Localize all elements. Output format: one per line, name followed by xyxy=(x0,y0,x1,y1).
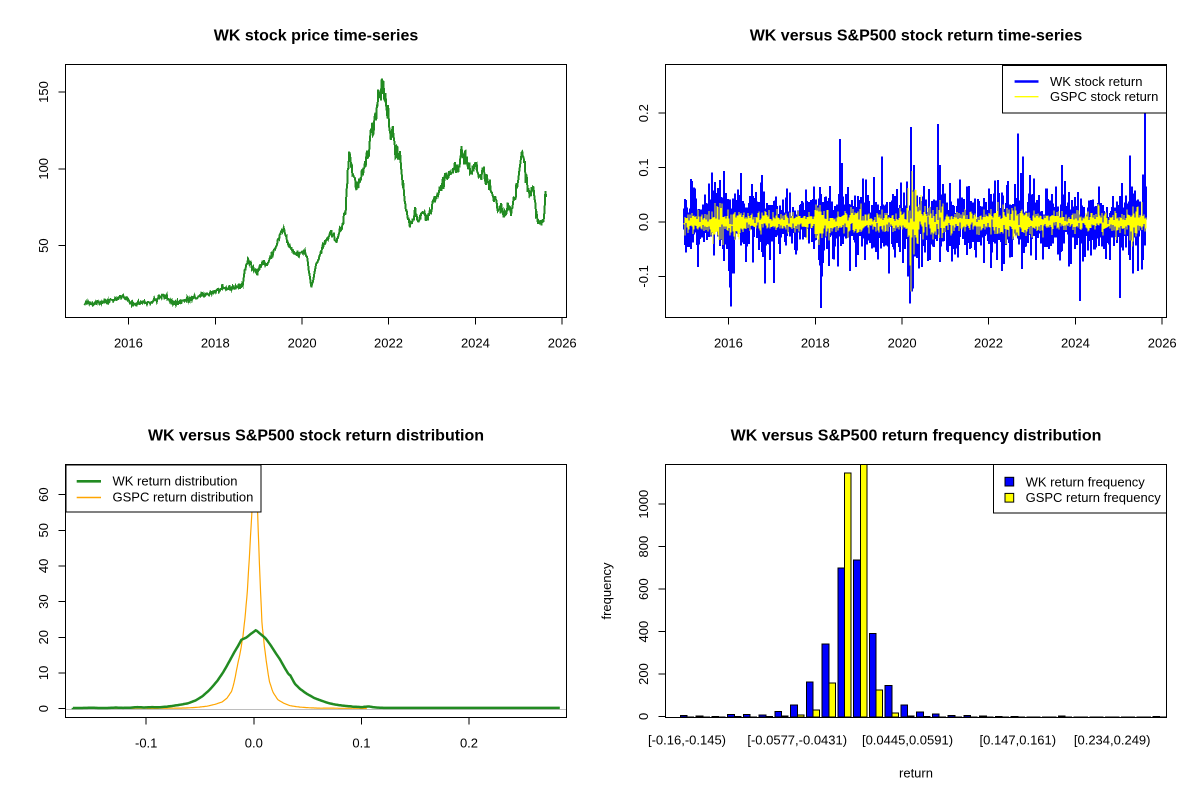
svg-text:0.2: 0.2 xyxy=(636,104,651,122)
svg-text:2024: 2024 xyxy=(461,336,490,351)
svg-text:60: 60 xyxy=(36,487,51,501)
svg-text:2026: 2026 xyxy=(1148,336,1177,351)
svg-text:2022: 2022 xyxy=(974,336,1003,351)
svg-text:0: 0 xyxy=(636,713,651,720)
svg-text:1000: 1000 xyxy=(636,490,651,519)
svg-text:50: 50 xyxy=(36,523,51,537)
svg-text:800: 800 xyxy=(636,536,651,558)
svg-text:[0.0445,0.0591): [0.0445,0.0591) xyxy=(862,733,953,748)
svg-text:0: 0 xyxy=(36,705,51,712)
svg-text:WK return frequency: WK return frequency xyxy=(1026,475,1146,490)
svg-text:2016: 2016 xyxy=(114,336,143,351)
svg-text:40: 40 xyxy=(36,559,51,573)
svg-text:WK versus S&P500 return freque: WK versus S&P500 return frequency distri… xyxy=(731,428,1102,445)
svg-text:GSPC return frequency: GSPC return frequency xyxy=(1026,490,1162,505)
svg-text:0.0: 0.0 xyxy=(636,213,651,231)
svg-text:20: 20 xyxy=(36,630,51,644)
svg-text:150: 150 xyxy=(36,81,51,103)
svg-text:WK stock return: WK stock return xyxy=(1050,74,1142,89)
svg-text:2020: 2020 xyxy=(888,336,917,351)
svg-text:WK versus S&P500 stock return: WK versus S&P500 stock return distributi… xyxy=(148,428,484,445)
svg-text:200: 200 xyxy=(636,663,651,685)
svg-text:2024: 2024 xyxy=(1061,336,1090,351)
svg-text:WK stock price time-series: WK stock price time-series xyxy=(214,28,419,45)
svg-text:0.1: 0.1 xyxy=(636,159,651,177)
svg-text:30: 30 xyxy=(36,594,51,608)
svg-text:2016: 2016 xyxy=(714,336,743,351)
svg-text:WK return distribution: WK return distribution xyxy=(113,474,238,489)
svg-text:100: 100 xyxy=(36,158,51,180)
svg-text:return: return xyxy=(899,766,933,781)
svg-text:[0.147,0.161): [0.147,0.161) xyxy=(979,733,1056,748)
svg-text:50: 50 xyxy=(36,238,51,252)
svg-text:[0.234,0.249): [0.234,0.249) xyxy=(1074,733,1151,748)
svg-text:-0.1: -0.1 xyxy=(636,265,651,287)
svg-text:2018: 2018 xyxy=(801,336,830,351)
svg-text:2018: 2018 xyxy=(201,336,230,351)
svg-text:[-0.0577,-0.0431): [-0.0577,-0.0431) xyxy=(747,733,847,748)
svg-text:0.2: 0.2 xyxy=(460,736,478,751)
svg-text:frequency: frequency xyxy=(599,562,614,620)
svg-text:WK versus S&P500 stock return: WK versus S&P500 stock return time-serie… xyxy=(750,28,1083,45)
svg-text:400: 400 xyxy=(636,621,651,643)
svg-text:600: 600 xyxy=(636,578,651,600)
svg-text:GSPC stock return: GSPC stock return xyxy=(1050,89,1158,104)
svg-text:2022: 2022 xyxy=(374,336,403,351)
svg-text:10: 10 xyxy=(36,666,51,680)
svg-text:[-0.16,-0.145): [-0.16,-0.145) xyxy=(648,733,726,748)
svg-text:0.1: 0.1 xyxy=(352,736,370,751)
svg-text:2020: 2020 xyxy=(288,336,317,351)
svg-text:-0.1: -0.1 xyxy=(135,736,157,751)
svg-text:GSPC return distribution: GSPC return distribution xyxy=(113,490,254,505)
svg-text:0.0: 0.0 xyxy=(245,736,263,751)
svg-text:2026: 2026 xyxy=(548,336,577,351)
